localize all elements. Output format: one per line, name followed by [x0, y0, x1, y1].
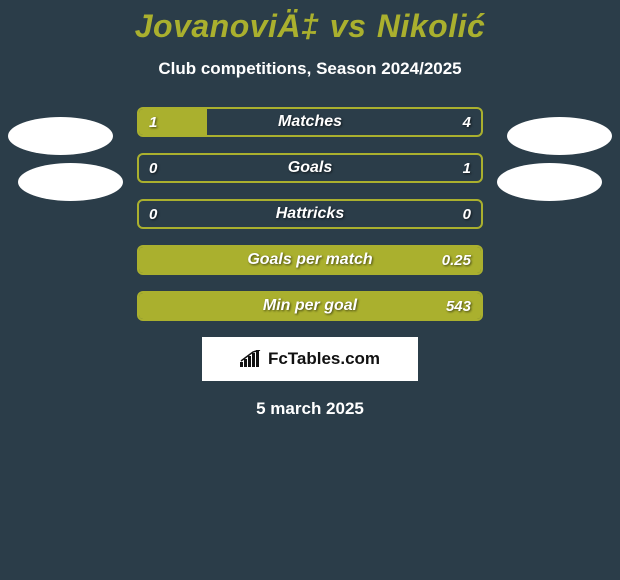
subtitle: Club competitions, Season 2024/2025: [0, 59, 620, 79]
title-player2: Nikolić: [377, 8, 485, 44]
stat-value-left: 0: [149, 201, 157, 227]
stat-bar: Goals per match0.25: [137, 245, 483, 275]
bar-chart-icon: [240, 350, 262, 368]
stat-value-left: 0: [149, 155, 157, 181]
stat-value-right: 4: [463, 109, 471, 135]
stat-bar: 1Matches4: [137, 107, 483, 137]
date-line: 5 march 2025: [0, 399, 620, 419]
stat-value-right: 0: [463, 201, 471, 227]
player2-club-placeholder: [497, 163, 602, 201]
stat-bar: Min per goal543: [137, 291, 483, 321]
stat-bar-fill: [139, 109, 207, 135]
stat-bar-fill: [139, 247, 481, 273]
brand-box: FcTables.com: [202, 337, 418, 381]
stat-bar: 0Hattricks0: [137, 199, 483, 229]
title-player1: JovanoviÄ‡: [135, 8, 320, 44]
title-vs: vs: [330, 8, 367, 44]
stat-value-right: 1: [463, 155, 471, 181]
title-row: JovanoviÄ‡ vs Nikolić: [0, 0, 620, 45]
stat-bars: 1Matches40Goals10Hattricks0Goals per mat…: [137, 107, 483, 321]
stat-label: Goals: [139, 155, 481, 181]
player1-club-placeholder: [18, 163, 123, 201]
player2-avatar-placeholder: [507, 117, 612, 155]
player1-avatar-placeholder: [8, 117, 113, 155]
stat-label: Hattricks: [139, 201, 481, 227]
brand-text: FcTables.com: [268, 349, 380, 369]
stat-bar: 0Goals1: [137, 153, 483, 183]
comparison-content: 1Matches40Goals10Hattricks0Goals per mat…: [0, 107, 620, 419]
stat-bar-fill: [139, 293, 481, 319]
